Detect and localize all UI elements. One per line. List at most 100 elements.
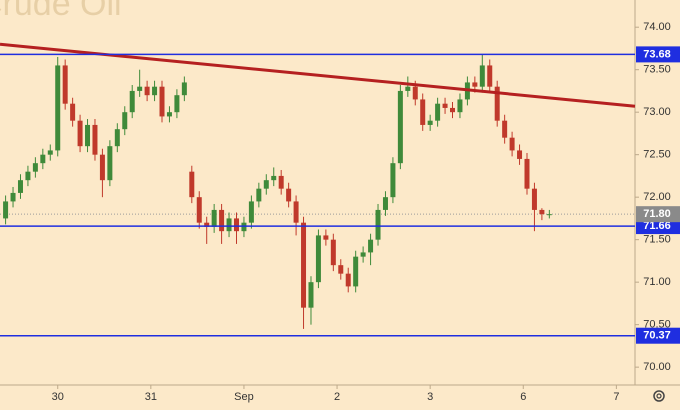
candle-body (368, 239, 374, 253)
y-tick-label: 73.50 (643, 64, 671, 76)
y-tick-label: 74.00 (643, 21, 671, 33)
y-tick-label: 71.00 (643, 276, 671, 288)
candle-body (442, 103, 448, 108)
candle-body (502, 120, 508, 138)
candle-body (524, 158, 530, 189)
candle-body (107, 146, 113, 181)
candle-body (345, 273, 351, 287)
candle-body (248, 201, 254, 223)
level-label: 71.66 (643, 220, 671, 232)
candle-body (233, 218, 239, 232)
x-tick-label: 6 (520, 391, 526, 403)
y-tick-label: 70.00 (643, 361, 671, 373)
candle-body (129, 90, 135, 113)
candle-body (353, 256, 359, 287)
candle-body (3, 201, 9, 219)
candle-body (375, 209, 381, 240)
candle-body (17, 180, 23, 193)
candle-body (196, 197, 202, 223)
candle-body (286, 188, 292, 202)
candle-body (420, 99, 426, 125)
candle-body (144, 86, 150, 96)
candle-body (494, 86, 500, 121)
candle-body (226, 218, 232, 232)
last-price-label: 71.80 (643, 208, 671, 220)
y-tick-label: 72.00 (643, 191, 671, 203)
candle-body (412, 86, 418, 100)
candle-body (487, 65, 493, 87)
x-tick-label: 30 (52, 391, 64, 403)
candle-body (122, 112, 128, 130)
x-tick-label: 2 (334, 391, 340, 403)
x-tick-label: 31 (145, 391, 157, 403)
candle-body (435, 103, 441, 121)
candle-body (241, 222, 247, 232)
candle-body (189, 171, 195, 198)
candle-body (137, 86, 143, 91)
last-price-box (636, 206, 680, 223)
candle-body (397, 90, 403, 164)
x-tick-label: 3 (427, 391, 433, 403)
candle-body (382, 197, 388, 210)
candle-body (55, 65, 61, 151)
candle-body (293, 201, 299, 223)
y-tick-label: 73.00 (643, 106, 671, 118)
candle-body (32, 163, 38, 172)
candle-body (315, 235, 321, 283)
candle-body (479, 65, 485, 87)
candle-body (219, 209, 225, 232)
candle-body (308, 282, 314, 308)
candle-body (99, 154, 105, 181)
candle-body (338, 265, 344, 274)
y-tick-label: 70.50 (643, 319, 671, 331)
y-tick-label: 72.50 (643, 149, 671, 161)
candle-body (174, 95, 180, 113)
candle-body (10, 192, 16, 202)
gear-ring (653, 390, 665, 402)
candle-body (360, 252, 366, 257)
candle-body (25, 171, 31, 181)
candle-body (509, 137, 515, 151)
level-label: 73.68 (643, 48, 671, 60)
level-label: 70.37 (643, 330, 671, 342)
candle-body (204, 222, 210, 227)
candle-body (405, 86, 411, 91)
candle-body (114, 129, 120, 147)
candle-body (181, 82, 187, 96)
candle-body (517, 150, 523, 159)
candle-body (427, 120, 433, 125)
candle-body (472, 82, 478, 87)
settings-icon[interactable] (653, 390, 665, 402)
candle-body (77, 120, 83, 147)
candle-body (330, 239, 336, 266)
candle-body (92, 124, 98, 155)
candle-body (152, 86, 158, 96)
candle-body (323, 235, 329, 240)
candle-body (301, 222, 307, 308)
candle-body (70, 103, 76, 121)
candle-body (457, 99, 463, 113)
x-tick-label: 7 (613, 391, 619, 403)
candle-body (211, 209, 217, 227)
candle-body (159, 86, 165, 117)
candle-body (271, 175, 277, 181)
candle-body (278, 175, 284, 189)
candle-body (47, 150, 53, 155)
candle-body (62, 65, 68, 104)
candle-body (546, 214, 552, 216)
level-label-box (636, 46, 680, 63)
candle-body (85, 124, 91, 147)
candle-body (539, 209, 545, 215)
candle-body (256, 188, 262, 202)
candle-body (531, 188, 537, 210)
candle-body (166, 112, 172, 117)
x-tick-label: Sep (234, 391, 254, 403)
y-tick-label: 71.50 (643, 234, 671, 246)
candle-body (40, 154, 46, 164)
candle-body (390, 163, 396, 198)
gear-hub (656, 393, 662, 399)
candle-body (263, 180, 269, 189)
level-label-box (636, 327, 680, 344)
